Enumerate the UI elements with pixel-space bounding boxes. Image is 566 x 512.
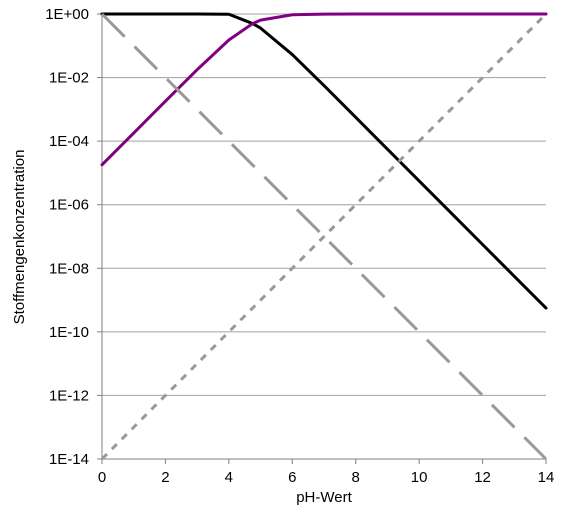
series-line-1 [100,12,548,310]
x-tick-label: 6 [288,469,296,486]
x-tick-label: 2 [161,469,169,486]
data-series [100,12,548,461]
y-tick-label: 1E-12 [49,387,89,404]
series-line-2 [100,12,548,167]
y-tick-labels: 1E-14 1E-12 1E-10 1E-08 1E-06 1E-04 1E-02 1E+00 [45,6,89,468]
y-tick-label: 1E-04 [49,133,89,150]
x-tick-label: 8 [352,469,360,486]
x-tick-label: 14 [538,469,555,486]
y-tick-label: 1E-08 [49,260,89,277]
x-tick-labels: 0 2 4 6 8 10 12 14 [98,469,555,486]
series-line-3 [100,12,548,461]
y-tick-label: 1E+00 [45,6,89,23]
y-tick-label: 1E-06 [49,197,89,214]
grid-lines [102,13,546,460]
x-tick-label: 4 [225,469,233,486]
y-tick-label: 1E-10 [49,324,89,341]
axes [97,13,547,464]
y-tick-label: 1E-02 [49,70,89,87]
series-line-4 [100,12,548,461]
y-tick-label: 1E-14 [49,451,89,468]
x-axis-title: pH-Wert [296,489,352,506]
x-tick-label: 12 [474,469,491,486]
x-tick-label: 0 [98,469,106,486]
x-tick-label: 10 [411,469,428,486]
y-axis-title: Stoffmengenkonzentration [11,150,28,325]
